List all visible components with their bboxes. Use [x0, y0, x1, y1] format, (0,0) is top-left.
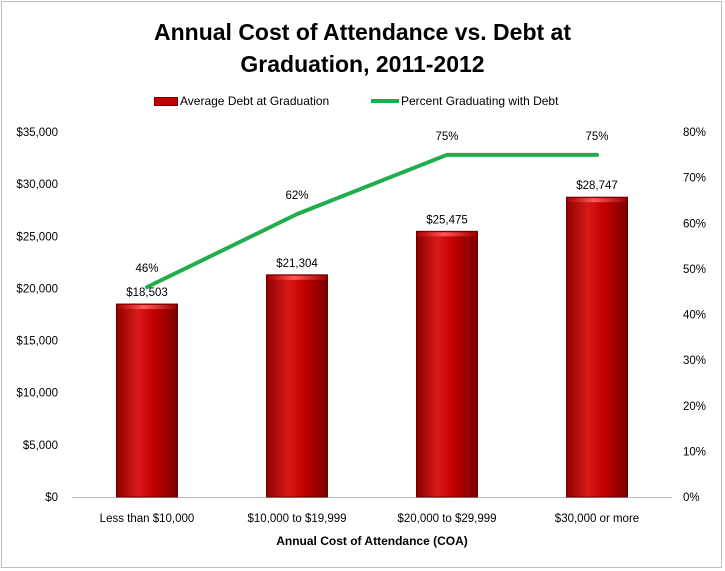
line-data-labels: 46% 62% 75% 75% [135, 131, 608, 275]
line-path [145, 152, 599, 290]
line-data-label: 62% [285, 190, 308, 202]
line-data-label: 75% [585, 131, 608, 143]
bar-data-labels: $18,503 $21,304 $25,475 $28,747 [126, 180, 618, 299]
chart-title-line-2: Graduation, 2011-2012 [240, 51, 485, 77]
line-data-label: 75% [435, 131, 458, 143]
legend-swatch-line [371, 99, 399, 103]
legend-label-average-debt: Average Debt at Graduation [180, 94, 330, 108]
y-right-tick-label: 70% [683, 173, 706, 185]
x-category-label: $10,000 to $19,999 [247, 513, 346, 525]
y-right-tick-label: 10% [683, 446, 706, 458]
bar-series [116, 196, 628, 498]
y-left-tick-label: $10,000 [16, 388, 58, 400]
y-left-tick-label: $20,000 [16, 283, 58, 295]
y-right-tick-label: 60% [683, 218, 706, 230]
y-axis-left: $0 $5,000 $10,000 $15,000 $20,000 $25,000 $30,… [16, 127, 58, 504]
x-category-label: Less than $10,000 [100, 513, 195, 525]
y-left-tick-label: $15,000 [16, 336, 58, 348]
chart-title-line-1: Annual Cost of Attendance vs. Debt at [153, 19, 572, 45]
bar-data-label: $21,304 [276, 258, 318, 270]
line-data-label: 46% [135, 263, 158, 275]
y-right-tick-label: 80% [683, 127, 706, 139]
bar [116, 303, 178, 498]
bar-data-label: $25,475 [426, 214, 468, 226]
x-axis-categories: Less than $10,000 $10,000 to $19,999 $20,0… [100, 513, 640, 525]
y-left-tick-label: $0 [45, 492, 58, 504]
bar-top-highlight [117, 305, 177, 310]
x-category-label: $30,000 or more [555, 513, 639, 525]
line-series [145, 152, 599, 290]
y-left-tick-label: $35,000 [16, 127, 58, 139]
chart-title: Annual Cost of Attendance vs. Debt at Gr… [0, 16, 725, 80]
legend-item-average-debt: Average Debt at Graduation [154, 94, 329, 108]
y-right-tick-label: 30% [683, 355, 706, 367]
y-right-tick-label: 0% [683, 492, 700, 504]
bar-top-highlight [567, 198, 627, 203]
bar-top-highlight [417, 232, 477, 237]
legend-item-percent-with-debt: Percent Graduating with Debt [371, 94, 558, 108]
bar [266, 274, 328, 498]
bar-data-label: $18,503 [126, 287, 168, 299]
legend-swatch-bar [154, 96, 178, 106]
chart-legend: Average Debt at Graduation Percent Gradu… [0, 94, 725, 112]
bar [416, 230, 478, 498]
x-category-label: $20,000 to $29,999 [397, 513, 496, 525]
y-left-tick-label: $25,000 [16, 231, 58, 243]
y-right-tick-label: 50% [683, 264, 706, 276]
y-right-tick-label: 20% [683, 401, 706, 413]
x-axis-title: Annual Cost of Attendance (COA) [276, 534, 468, 548]
y-left-tick-label: $30,000 [16, 179, 58, 191]
y-right-tick-label: 40% [683, 310, 706, 322]
bar-top-highlight [267, 275, 327, 280]
y-axis-right: 0% 10% 20% 30% 40% 50% 60% 70% 80% [683, 127, 706, 504]
y-left-tick-label: $5,000 [23, 440, 58, 452]
bar-data-label: $28,747 [576, 180, 618, 192]
bar [566, 196, 628, 498]
legend-label-percent-with-debt: Percent Graduating with Debt [401, 94, 559, 108]
